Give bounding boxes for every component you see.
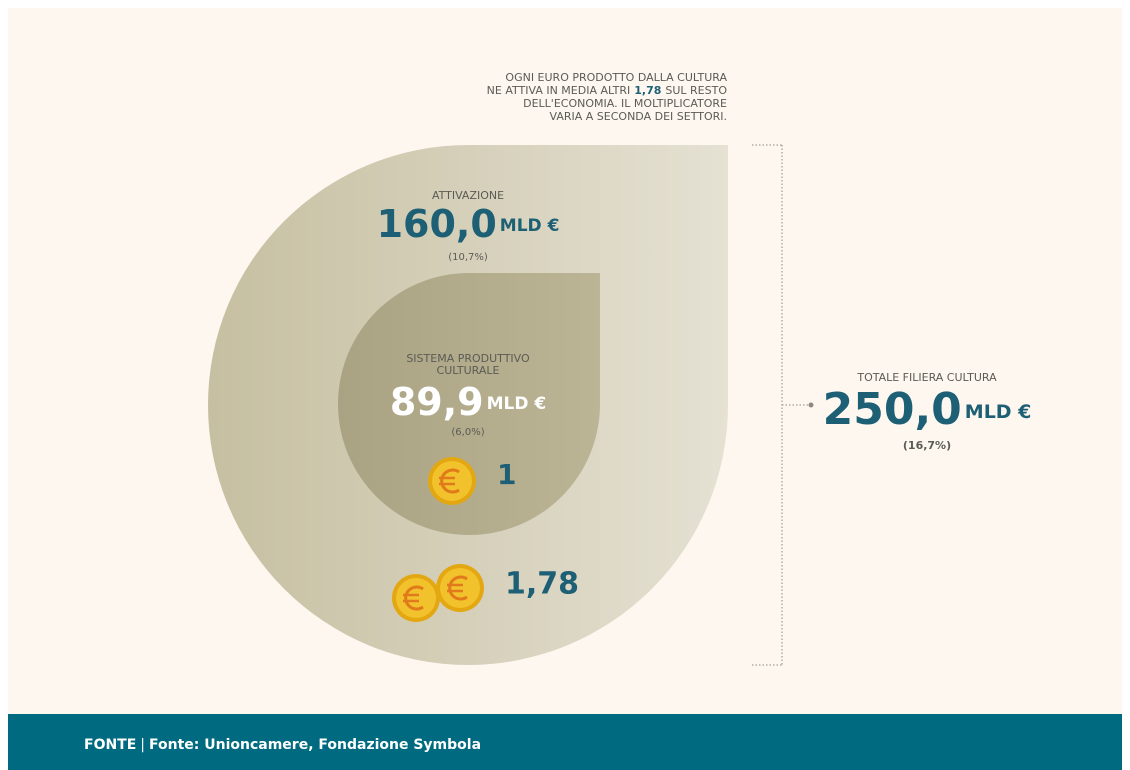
inner-drop xyxy=(338,273,600,535)
total-value: 250,0 xyxy=(823,384,962,435)
total-value-line: 250,0 MLD € xyxy=(823,384,1032,435)
inner-label: CULTURALE xyxy=(437,364,500,377)
footer-source: Fonte: Unioncamere, Fondazione Symbola xyxy=(149,737,481,753)
footer-heading: FONTE xyxy=(84,737,136,753)
inner-label: SISTEMA PRODUTTIVO xyxy=(406,352,530,365)
bracket xyxy=(752,144,810,666)
footer-separator: | xyxy=(140,737,145,753)
note-text: SUL RESTO xyxy=(665,84,727,97)
footer-text: FONTE | Fonte: Unioncamere, Fondazione Sym… xyxy=(84,737,481,753)
coin-icon xyxy=(390,572,442,624)
inner-coin-label: 1 xyxy=(497,458,516,491)
note-line: OGNI EURO PRODOTTO DALLA CULTURA xyxy=(505,71,727,84)
inner-share: (6,0%) xyxy=(451,427,484,438)
outer-label: ATTIVAZIONE xyxy=(432,189,504,202)
total-unit: MLD € xyxy=(965,401,1032,423)
outer-value-line: 160,0 MLD € xyxy=(377,202,560,246)
bracket-dot xyxy=(808,402,814,408)
note-line: VARIA A SECONDA DEI SETTORI. xyxy=(550,110,727,123)
footer xyxy=(8,714,1122,770)
total-share: (16,7%) xyxy=(903,439,951,452)
note-line: DELL'ECONOMIA. IL MOLTIPLICATORE xyxy=(523,97,727,110)
total-label: TOTALE FILIERA CULTURA xyxy=(856,371,997,384)
outer-unit: MLD € xyxy=(500,216,560,236)
note-bold: 1,78 xyxy=(634,84,661,97)
inner-value: 89,9 xyxy=(390,380,484,424)
outer-share: (10,7%) xyxy=(448,252,488,263)
outer-value: 160,0 xyxy=(377,202,497,246)
note-line: NE ATTIVA IN MEDIA ALTRI 1,78 SUL RESTO xyxy=(487,84,728,97)
inner-unit: MLD € xyxy=(487,394,547,414)
inner-value-line: 89,9 MLD € xyxy=(390,380,546,424)
note-text: NE ATTIVA IN MEDIA ALTRI xyxy=(487,84,631,97)
outer-coin-label: 1,78 xyxy=(505,567,579,602)
coin-icon xyxy=(426,455,478,507)
coin-icon xyxy=(434,562,486,614)
